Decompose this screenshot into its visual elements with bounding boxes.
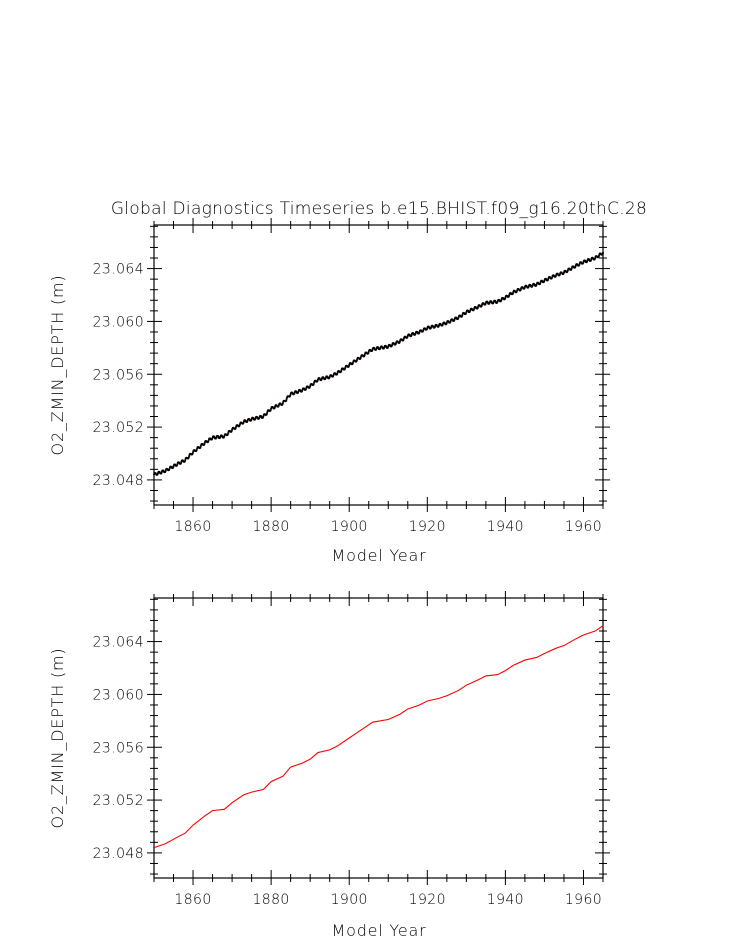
top-y-tick-label: 23.052 bbox=[93, 420, 144, 436]
top-y-tick-label: 23.048 bbox=[93, 473, 144, 489]
top-x-tick-label: 1940 bbox=[487, 519, 524, 535]
bottom-x-tick-label: 1960 bbox=[565, 892, 602, 908]
bottom-x-axis-label: Model Year bbox=[332, 921, 427, 940]
bottom-x-tick-label: 1940 bbox=[487, 892, 524, 908]
bottom-y-tick-label: 23.064 bbox=[93, 635, 144, 651]
bottom-x-tick-labels: 1860 1880 1900 1920 1940 1960 bbox=[174, 892, 602, 908]
chart-title: Global Diagnostics Timeseries b.e15.BHIS… bbox=[111, 199, 647, 219]
top-y-tick-labels: 23.048 23.052 23.056 23.060 23.064 bbox=[93, 262, 144, 489]
bottom-x-tick-label: 1860 bbox=[174, 892, 211, 908]
bottom-y-tick-label: 23.060 bbox=[93, 687, 144, 703]
top-x-axis-label: Model Year bbox=[332, 546, 427, 565]
top-x-tick-label: 1880 bbox=[253, 519, 290, 535]
bottom-y-tick-label: 23.048 bbox=[93, 846, 144, 862]
bottom-x-tick-label: 1880 bbox=[253, 892, 290, 908]
top-plot-frame bbox=[153, 224, 604, 506]
top-y-tick-label: 23.064 bbox=[93, 262, 144, 278]
bottom-y-tick-label: 23.052 bbox=[93, 793, 144, 809]
top-x-tick-label: 1920 bbox=[409, 519, 446, 535]
top-x-tick-labels: 1860 1880 1900 1920 1940 1960 bbox=[174, 519, 602, 535]
bottom-y-tick-label: 23.056 bbox=[93, 740, 144, 756]
top-x-tick-label: 1860 bbox=[174, 519, 211, 535]
top-panel: Global Diagnostics Timeseries b.e15.BHIS… bbox=[48, 199, 647, 565]
top-x-tick-label: 1900 bbox=[331, 519, 368, 535]
bottom-x-tick-label: 1920 bbox=[409, 892, 446, 908]
bottom-tick-marks bbox=[147, 591, 610, 885]
bottom-y-axis-label: O2_ZMIN_DEPTH (m) bbox=[48, 648, 67, 829]
bottom-x-tick-label: 1900 bbox=[331, 892, 368, 908]
bottom-series-line bbox=[153, 625, 604, 849]
top-series-markers bbox=[153, 252, 604, 476]
top-y-axis-label: O2_ZMIN_DEPTH (m) bbox=[48, 275, 67, 456]
bottom-y-tick-labels: 23.048 23.052 23.056 23.060 23.064 bbox=[93, 635, 144, 862]
top-tick-marks bbox=[147, 218, 610, 512]
top-y-tick-label: 23.060 bbox=[93, 314, 144, 330]
bottom-panel: 1860 1880 1900 1920 1940 1960 23.04823.05223.… bbox=[48, 591, 610, 940]
bottom-plot-frame bbox=[153, 597, 604, 879]
top-x-tick-label: 1960 bbox=[565, 519, 602, 535]
top-y-tick-label: 23.056 bbox=[93, 367, 144, 383]
